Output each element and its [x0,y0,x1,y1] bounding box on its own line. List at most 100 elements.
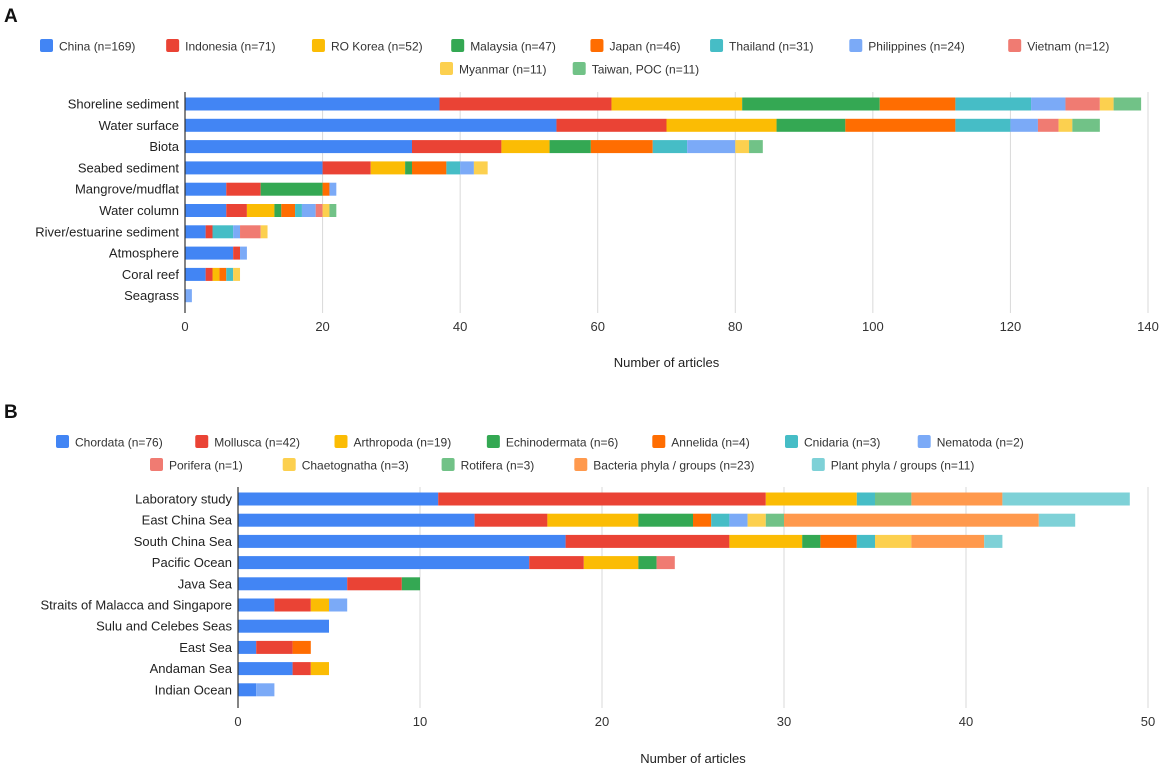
x-tick-label: 60 [590,319,604,334]
legend-swatch [486,435,500,448]
category-label: Water column [99,203,179,218]
bar-segment [260,225,268,239]
category-label: River/estuarine sediment [35,224,179,239]
bar-segment [875,492,912,506]
x-tick-label: 0 [181,319,188,334]
bar-segment [474,513,548,527]
bar-segment [501,140,550,154]
legend-swatch [334,435,348,448]
bar-segment [666,118,777,132]
bar-segment [820,534,857,548]
x-axis-title: Number of articles [614,355,720,370]
bar-segment [219,267,227,281]
legend-label: Indonesia (n=71) [185,40,275,54]
bar-segment [411,140,502,154]
bar-segment [233,246,241,260]
legend-label: Chordata (n=76) [75,436,163,450]
bar-segment [875,534,912,548]
bar-segment [1065,97,1100,111]
bar-segment [446,161,461,175]
bar-segment [329,182,337,196]
bar-segment [322,161,371,175]
bar-segment [765,492,857,506]
bar-segment [274,598,311,612]
bar-segment [1037,118,1059,132]
bar-segment [238,619,329,633]
bar-segment [212,225,234,239]
bar-segment [185,204,227,217]
legend-label: Cnidaria (n=3) [804,436,880,450]
bar-segment [711,513,730,527]
bar-segment [611,97,743,111]
bar-segment [310,662,329,676]
bar-segment [549,140,591,154]
legend-label: Plant phyla / groups (n=11) [831,459,975,473]
legend-swatch [917,435,931,448]
bar-segment [1113,97,1142,111]
bar-segment [405,161,412,175]
bar-segment [238,556,530,570]
legend-label: Bacteria phyla / groups (n=23) [593,459,754,473]
legend-label: Mollusca (n=42) [214,436,300,450]
bar-segment [735,140,750,154]
bar-segment [185,225,206,239]
legend-swatch [441,458,455,471]
bar-segment [776,118,846,132]
legend-swatch [652,435,666,448]
legend-swatch [710,39,724,52]
bar-segment [240,246,247,260]
bar-segment [1002,492,1130,506]
legend-label: Rotifera (n=3) [461,459,535,473]
bar-segment [185,182,227,196]
bar-segment [590,140,653,154]
bar-segment [238,513,475,527]
legend-label: Myanmar (n=11) [459,63,546,77]
bar-segment [238,640,257,654]
bar-segment [205,225,213,239]
bar-segment [233,225,241,239]
bar-segment [212,267,220,281]
bar-segment [638,556,657,570]
bar-segment [256,683,275,697]
category-label: Biota [149,139,179,154]
bar-segment [238,683,257,697]
x-tick-label: 80 [728,319,742,334]
legend-label: Annelida (n=4) [671,436,749,450]
category-label: Laboratory study [135,492,232,507]
bar-segment [238,598,275,612]
category-label: Seagrass [124,288,179,303]
category-label: Coral reef [122,267,179,282]
legend-label: Porifera (n=1) [169,459,243,473]
bar-segment [638,513,693,527]
bar-segment [729,513,748,527]
bar-segment [879,97,956,111]
bar-segment [439,97,612,111]
category-label: Mangrove/mudflat [75,182,179,197]
bar-segment [240,225,261,239]
legend-swatch [311,39,325,52]
legend-swatch [440,62,453,75]
bar-segment [583,556,639,570]
bar-segment [347,577,402,591]
x-tick-label: 120 [1000,319,1022,334]
bar-segment [845,118,956,132]
legend-swatch [166,39,180,52]
bar-segment [652,140,688,154]
legend-label: RO Korea (n=52) [331,40,423,54]
x-tick-label: 10 [413,714,427,729]
bar-segment [729,534,803,548]
bar-segment [274,204,282,217]
category-label: Atmosphere [109,246,179,261]
category-label: Shoreline sediment [68,97,180,112]
bar-segment [185,161,323,175]
bar-segment [687,140,736,154]
bar-segment [185,267,206,281]
bar-segment [205,267,213,281]
legend-swatch [574,458,588,471]
legend-swatch [56,435,69,448]
bar-segment [226,182,261,196]
bar-segment [185,118,557,132]
panel-label-a: A [4,6,18,27]
bar-segment [656,556,675,570]
bar-segment [185,289,192,303]
